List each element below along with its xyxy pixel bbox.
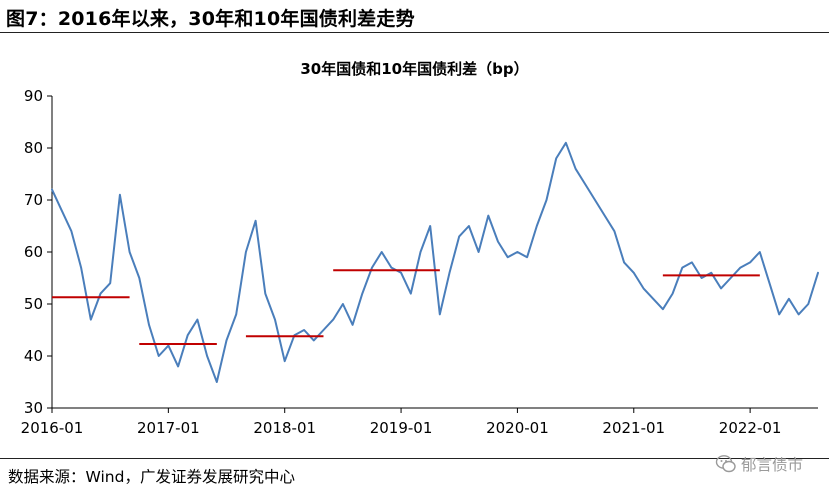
y-tick-label: 30: [24, 399, 43, 417]
x-tick-label: 2019-01: [370, 419, 433, 437]
x-tick-label: 2017-01: [137, 419, 200, 437]
figure-title: 图7：2016年以来，30年和10年国债利差走势: [6, 8, 415, 30]
chat-bubble-icon: [715, 455, 736, 473]
footer-rule: [0, 458, 829, 459]
chart-title: 30年国债和10年国债利差（bp）: [300, 60, 529, 78]
spread-series-line: [51, 141, 819, 383]
source-note: 数据来源：Wind，广发证券发展研究中心: [8, 468, 295, 486]
title-rule: [0, 32, 829, 33]
watermark: 郁言债市: [715, 452, 803, 476]
line-chart: 30 40 50 60 70 80 90 2016-01 2017-01 2018-01 2019…: [21, 87, 819, 437]
y-axis: 30 40 50 60 70 80 90: [24, 87, 53, 417]
y-tick-label: 80: [24, 139, 43, 157]
watermark-text: 郁言债市: [740, 456, 803, 474]
y-tick-label: 90: [24, 87, 43, 105]
x-tick-label: 2021-01: [602, 419, 665, 437]
x-tick-label: 2016-01: [21, 419, 84, 437]
x-tick-label: 2020-01: [486, 419, 549, 437]
x-tick-label: 2022-01: [719, 419, 782, 437]
y-tick-label: 70: [24, 191, 43, 209]
y-tick-label: 40: [24, 347, 43, 365]
x-axis: 2016-01 2017-01 2018-01 2019-01 2020-01 2021-…: [21, 407, 818, 437]
x-tick-label: 2018-01: [253, 419, 316, 437]
y-tick-label: 60: [24, 243, 43, 261]
average-lines: [52, 269, 760, 346]
y-tick-label: 50: [24, 295, 43, 313]
series-group: [51, 141, 819, 383]
